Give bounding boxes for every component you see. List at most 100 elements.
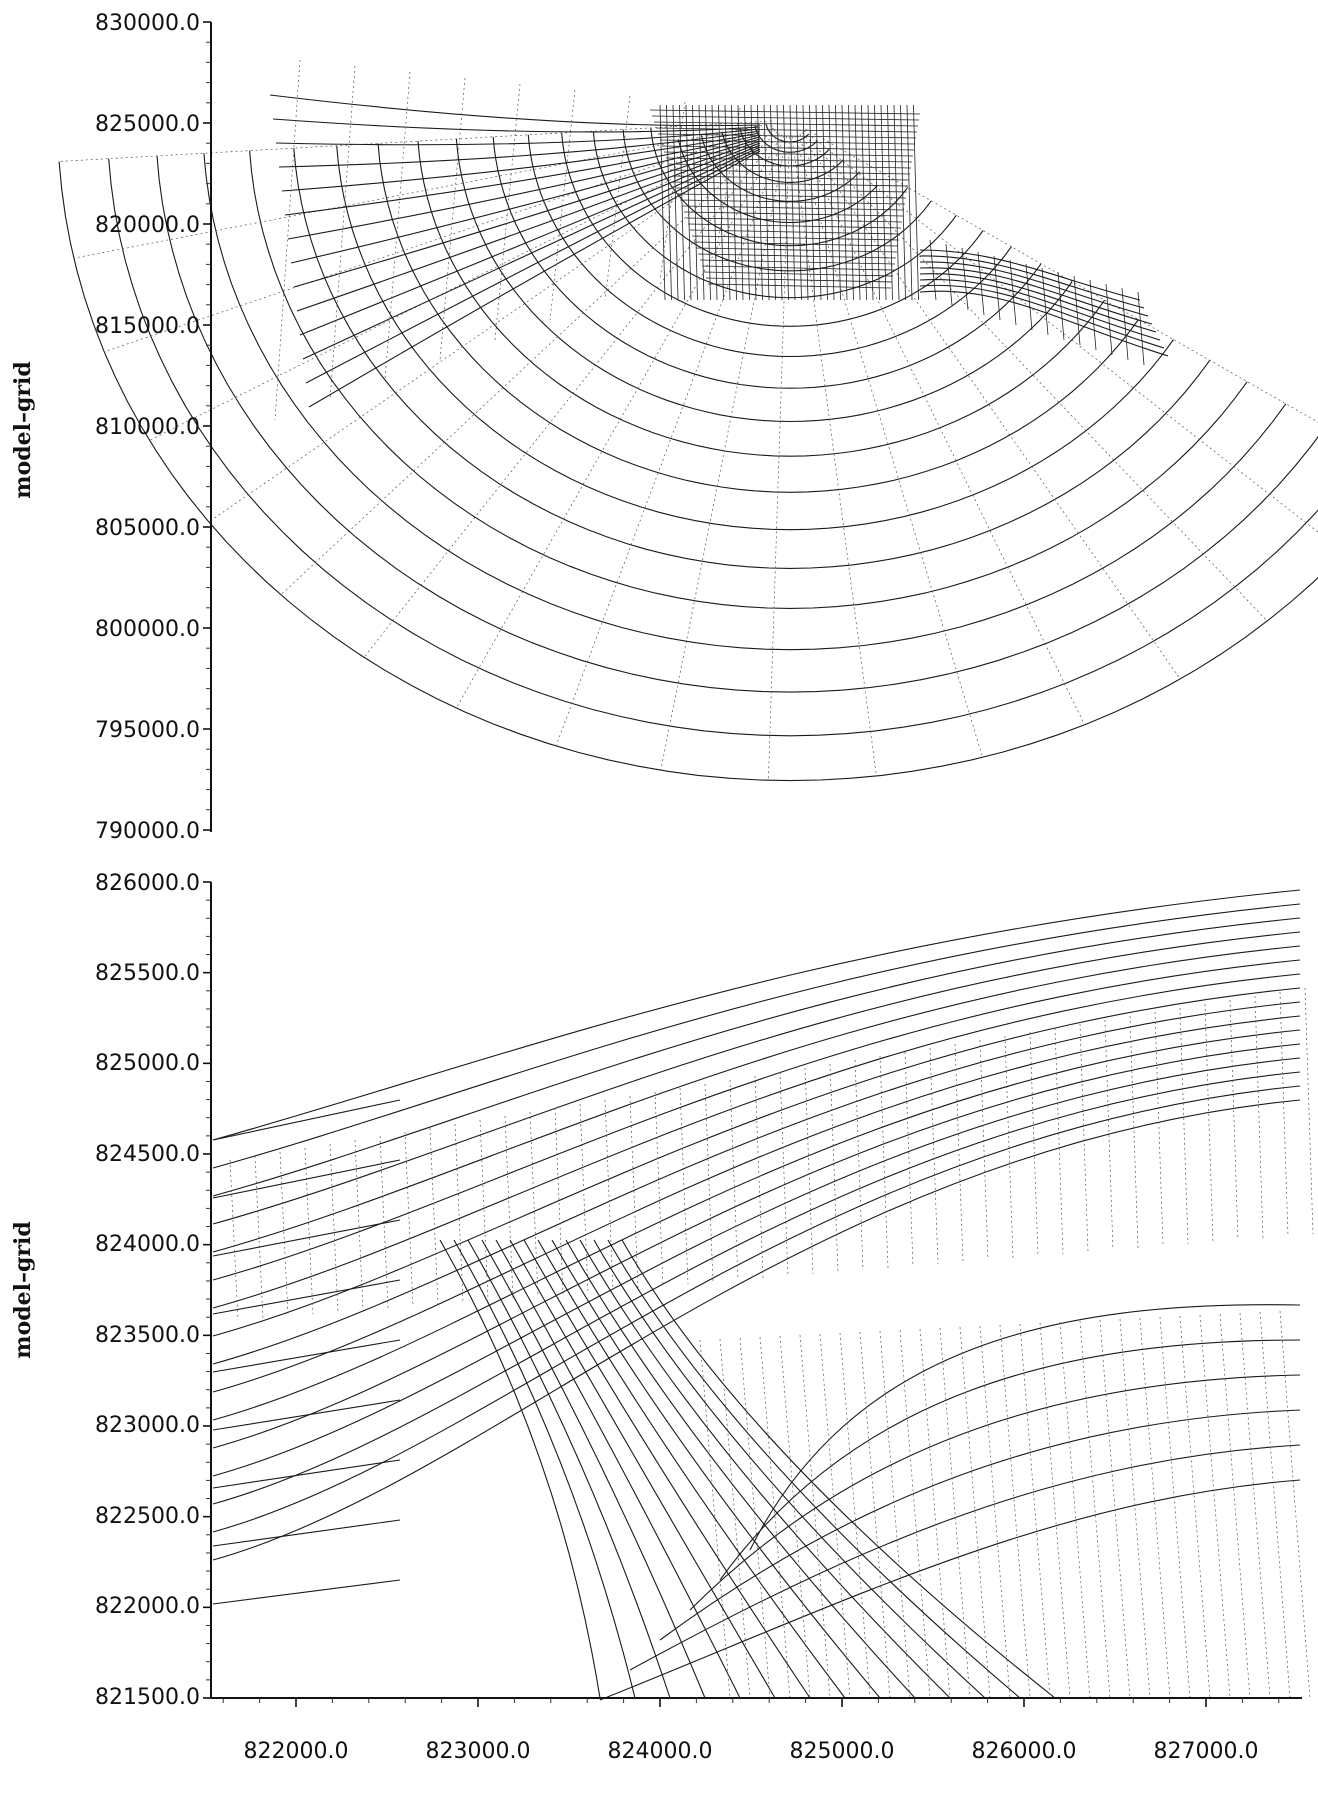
grid-fine-row xyxy=(663,151,914,157)
detail-band-col xyxy=(979,1325,1011,1699)
grid-fine-row xyxy=(649,109,921,115)
grid-wing-line xyxy=(293,140,761,288)
grid-fine-col xyxy=(913,104,919,301)
detail-row-line xyxy=(212,903,1301,1169)
bottom-y-tick-label: 824000.0 xyxy=(95,1232,200,1257)
detail-band-line xyxy=(599,1479,1301,1701)
detail-funnel-line xyxy=(523,1239,811,1699)
bottom-x-tick-label: 827000.0 xyxy=(1154,1739,1259,1764)
grid-wing-line xyxy=(302,146,761,360)
grid-ring xyxy=(249,150,1248,609)
grid-river-col xyxy=(1057,271,1065,341)
bottom-y-tick-label: 821500.0 xyxy=(95,1685,200,1710)
bottom-y-tick-label: 823500.0 xyxy=(95,1323,200,1348)
grid-ring xyxy=(492,136,1042,389)
top-y-tick-label: 815000.0 xyxy=(95,314,200,339)
grid-ring xyxy=(561,132,984,327)
grid-fine-col xyxy=(718,104,724,301)
detail-band-col xyxy=(1199,1314,1231,1699)
grid-fine-col xyxy=(711,104,718,301)
grid-wing-spoke xyxy=(384,71,411,381)
detail-row-line xyxy=(212,959,1301,1281)
grid-river-col xyxy=(1121,287,1129,361)
grid-wing-spoke xyxy=(604,95,631,301)
detail-funnel-line xyxy=(467,1239,671,1699)
detail-col-line xyxy=(1054,1027,1064,1255)
grid-spoke xyxy=(73,123,773,259)
grid-spoke xyxy=(149,127,775,441)
grid-river-col xyxy=(961,247,969,311)
detail-row-line xyxy=(212,987,1301,1337)
detail-col-line xyxy=(354,1139,364,1311)
grid-fine-col xyxy=(776,104,783,301)
grid-fine-col xyxy=(659,104,666,301)
top-y-axis-title: model–grid xyxy=(10,361,36,498)
grid-fine-row xyxy=(697,253,897,259)
detail-col-line xyxy=(479,1119,489,1301)
bottom-grid-mesh xyxy=(212,889,1314,1701)
grid-fine-col xyxy=(724,104,731,301)
detail-band-line xyxy=(689,1374,1301,1611)
detail-col-line xyxy=(1229,999,1239,1241)
grid-river-col xyxy=(1089,279,1097,351)
top-y-tick-label: 825000.0 xyxy=(95,112,200,137)
grid-ring xyxy=(377,143,1139,493)
grid-fine-col xyxy=(731,104,737,301)
grid-fine-col xyxy=(692,104,698,301)
grid-fine-row xyxy=(657,133,917,139)
detail-band-col xyxy=(919,1328,951,1699)
detail-row-line xyxy=(212,1001,1301,1365)
bottom-x-tick-label: 822000.0 xyxy=(244,1739,349,1764)
grid-river-col xyxy=(929,239,937,301)
bottom-panel: 826000.0 825500.0 825000.0 824500.0 8240… xyxy=(10,871,1314,1764)
grid-fine-row xyxy=(687,223,902,229)
detail-row-line xyxy=(212,1099,1301,1561)
grid-ring xyxy=(592,131,957,299)
grid-river-col xyxy=(993,255,1001,321)
detail-col-line xyxy=(954,1043,964,1263)
detail-col-line xyxy=(1079,1023,1089,1253)
grid-river-col xyxy=(945,243,953,306)
detail-band-line xyxy=(659,1409,1301,1641)
detail-band-col xyxy=(759,1336,791,1699)
grid-wing-line xyxy=(272,118,761,133)
detail-funnel-line xyxy=(579,1239,951,1699)
grid-spoke xyxy=(59,120,772,162)
detail-row-line xyxy=(212,973,1301,1309)
grid-river-line xyxy=(919,255,1145,309)
grid-fine-col xyxy=(867,104,874,301)
detail-col-line xyxy=(379,1135,389,1309)
detail-left-row xyxy=(212,1579,401,1605)
grid-fine-row xyxy=(701,265,895,271)
top-y-tick-label: 810000.0 xyxy=(95,415,200,440)
detail-left-row xyxy=(212,1339,401,1373)
detail-col-line xyxy=(604,1099,614,1291)
detail-col-line xyxy=(754,1075,764,1279)
detail-funnel-line xyxy=(621,1239,1056,1699)
grid-fine-row xyxy=(695,247,898,253)
grid-wing-line xyxy=(284,134,761,216)
grid-river-col xyxy=(1137,291,1145,366)
top-y-tick-label: 800000.0 xyxy=(95,617,200,642)
detail-col-line xyxy=(1104,1019,1114,1251)
grid-fine-row xyxy=(667,163,912,169)
grid-river-col xyxy=(1073,275,1081,346)
detail-col-line xyxy=(1204,1003,1214,1243)
detail-band-col xyxy=(1059,1321,1091,1699)
grid-fine-row xyxy=(693,241,899,247)
bottom-y-tick-label: 823000.0 xyxy=(95,1413,200,1438)
detail-band-col xyxy=(739,1337,771,1699)
grid-fine-col xyxy=(874,104,880,301)
grid-fine-row xyxy=(673,181,909,187)
detail-band-col xyxy=(999,1324,1031,1699)
bottom-x-tick-label: 824000.0 xyxy=(608,1739,713,1764)
detail-band-col xyxy=(1279,1310,1311,1699)
detail-col-line xyxy=(279,1151,289,1317)
detail-col-line xyxy=(904,1051,914,1267)
detail-row-line xyxy=(212,1043,1301,1449)
grid-fine-col xyxy=(809,104,815,301)
detail-funnel-line xyxy=(453,1239,636,1699)
detail-band-line xyxy=(749,1304,1301,1551)
detail-col-line xyxy=(1129,1015,1139,1249)
grid-fine-col xyxy=(848,104,854,301)
